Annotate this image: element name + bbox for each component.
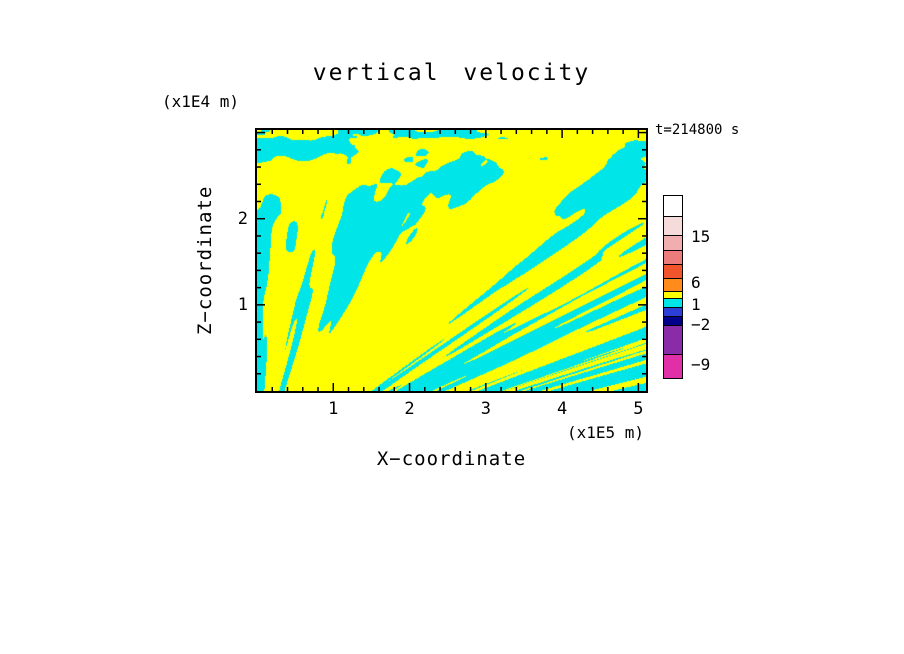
x-axis-unit-label: (x1E5 m): [567, 423, 645, 442]
colorbar-segment: [663, 216, 683, 236]
colorbar: [663, 195, 683, 379]
y-tick-label: 1: [237, 294, 248, 315]
y-tick-label: 2: [237, 208, 248, 229]
colorbar-segment: [663, 354, 683, 379]
x-tick-label: 1: [328, 399, 339, 419]
colorbar-value-label: 15: [691, 227, 711, 246]
timestamp-label: t=214800 s: [655, 122, 740, 138]
colorbar-value-label: −9: [691, 355, 711, 374]
x-axis-label: X−coordinate: [376, 448, 527, 470]
x-tick-label: 5: [633, 399, 644, 419]
colorbar-segment: [663, 278, 683, 292]
y-axis-label: Z−coordinate: [194, 185, 216, 336]
x-tick-labels: 1 2 3 4 5: [257, 399, 646, 421]
x-tick-label: 2: [404, 399, 415, 419]
x-tick-label: 4: [556, 399, 568, 419]
x-tick-label: 3: [480, 399, 491, 419]
colorbar-segment: [663, 264, 683, 279]
colorbar-value-label: 6: [691, 273, 701, 292]
colorbar-labels: 15 6 1 −2 −9: [691, 195, 731, 390]
colorbar-segment: [663, 235, 683, 251]
colorbar-value-label: 1: [691, 295, 701, 314]
colorbar-segment: [663, 325, 683, 355]
page-title: vertical velocity: [312, 60, 591, 86]
y-axis-unit-label: (x1E4 m): [162, 92, 240, 111]
colorbar-segment: [663, 195, 683, 217]
colorbar-value-label: −2: [691, 315, 711, 334]
velocity-field-canvas: [257, 130, 646, 391]
colorbar-segment: [663, 250, 683, 265]
plot-frame: [255, 128, 648, 393]
